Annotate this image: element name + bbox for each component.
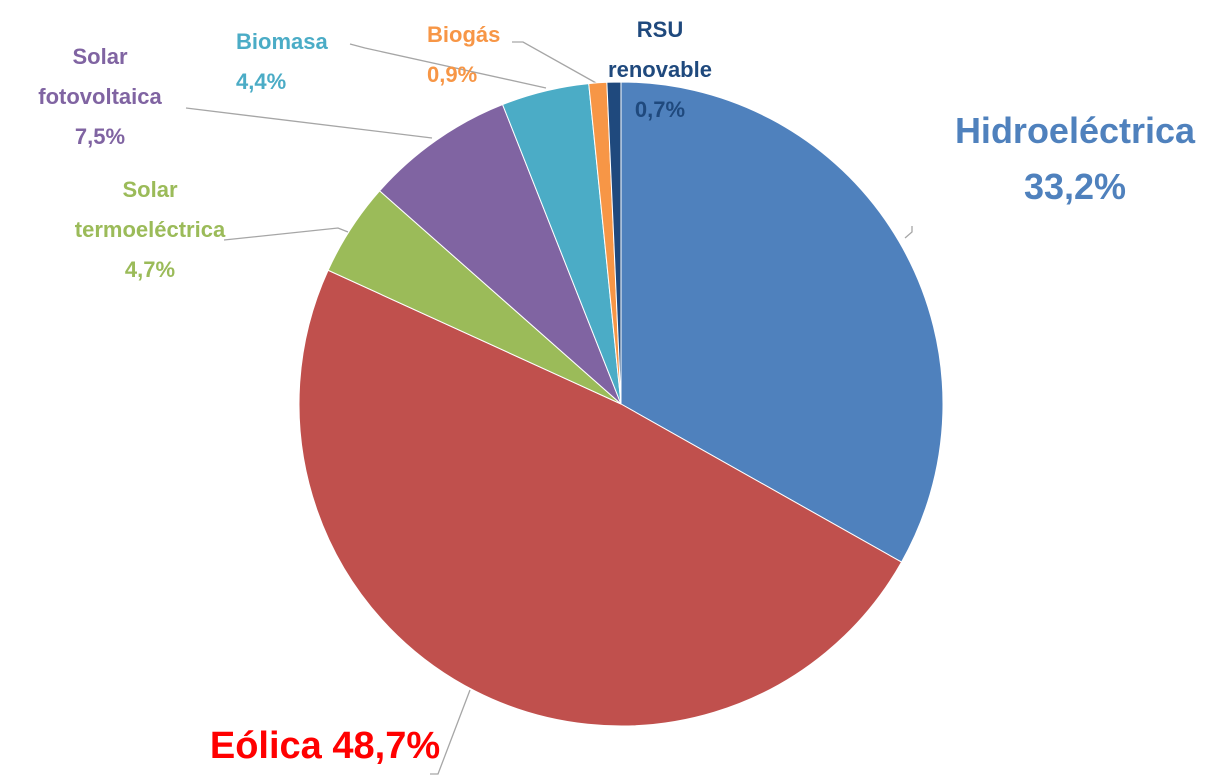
data-label: Biomasa 4,4% <box>236 22 366 102</box>
data-label: Solar termoeléctrica 4,7% <box>55 170 245 290</box>
value-label: 4,4% <box>236 69 287 94</box>
data-label: Hidroeléctrica 33,2% <box>925 103 1217 215</box>
leader-line <box>223 227 349 241</box>
pie-slice <box>298 269 903 727</box>
leader-line <box>349 43 547 89</box>
category-label: Biomasa <box>236 29 328 54</box>
category-label: RSU renovable <box>608 17 712 82</box>
value-label: 4,7% <box>124 257 176 282</box>
leader-line <box>185 107 433 139</box>
category-label: Hidroeléctrica <box>954 110 1196 151</box>
data-label: Eólica 48,7% <box>180 722 470 770</box>
data-label: Biogás 0,9% <box>427 15 527 95</box>
category-label: Solar termoeléctrica <box>74 177 226 242</box>
pie-slice <box>620 81 944 563</box>
category-label: Biogás <box>427 22 501 47</box>
data-label: Solar fotovoltaica 7,5% <box>15 37 185 157</box>
leader-line <box>904 226 913 239</box>
slices <box>298 81 944 727</box>
value-label: 7,5% <box>74 124 126 149</box>
leader-line <box>430 689 471 775</box>
pie-slice <box>378 103 622 405</box>
leader-line <box>512 41 606 89</box>
value-label: 0,9% <box>427 62 478 87</box>
value-label: 0,7% <box>634 97 686 122</box>
value-label: 33,2% <box>1023 166 1127 207</box>
value-label: 48,7% <box>332 725 441 767</box>
category-label: Eólica <box>209 725 322 767</box>
data-label: RSU renovable 0,7% <box>590 10 730 130</box>
category-label: Solar fotovoltaica <box>38 44 162 109</box>
pie-slice <box>606 81 622 405</box>
leader-lines <box>185 41 913 775</box>
